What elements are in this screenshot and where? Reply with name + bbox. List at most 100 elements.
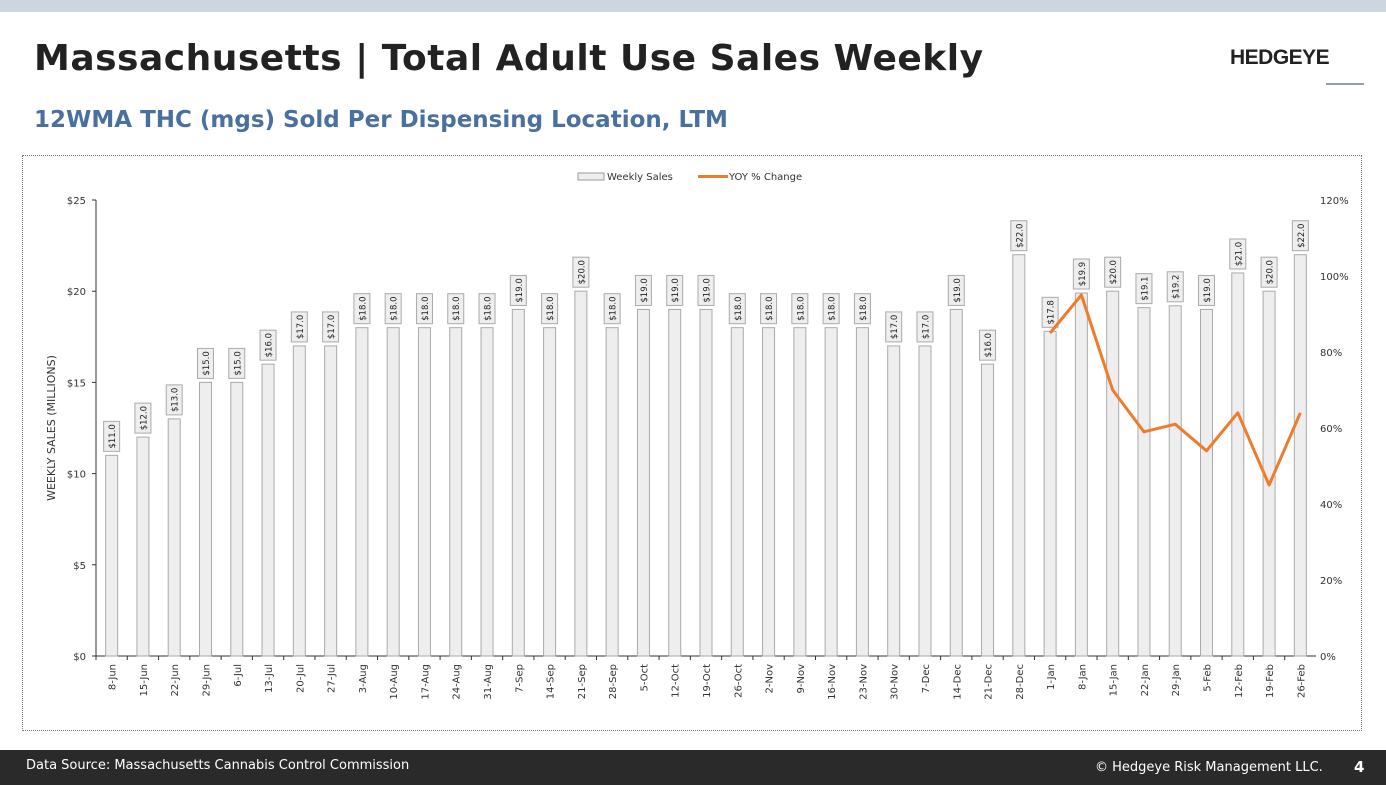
data-label-box — [1260, 256, 1278, 288]
x-tick-label: 8-Jan — [1077, 664, 1088, 690]
data-label: $20.0 — [1266, 260, 1276, 284]
x-tick-label: 28-Sep — [608, 664, 619, 699]
data-label: $19.0 — [703, 278, 713, 302]
data-label-box — [290, 311, 308, 343]
bar — [605, 327, 619, 657]
data-label: $19.1 — [1140, 276, 1150, 300]
page-number: 4 — [1354, 758, 1365, 776]
data-label: $18.0 — [546, 297, 556, 321]
x-tick-label: 29-Jun — [201, 664, 212, 697]
data-label: $19.0 — [1203, 278, 1213, 302]
data-label: $17.8 — [1047, 300, 1057, 324]
data-label-box — [134, 402, 152, 434]
data-label-box — [1041, 296, 1059, 328]
data-label-box — [603, 293, 621, 325]
x-tick-label: 15-Jan — [1109, 664, 1120, 696]
bar — [167, 418, 181, 657]
data-label: $18.0 — [358, 297, 368, 321]
data-label-box — [478, 293, 496, 325]
bar — [887, 345, 901, 657]
data-label: $15.0 — [233, 351, 243, 375]
x-tick-label: 31-Aug — [483, 664, 494, 700]
footer: Data Source: Massachusetts Cannabis Cont… — [0, 750, 1386, 785]
x-tick-label: 22-Jan — [1140, 664, 1151, 696]
data-label: $20.0 — [577, 260, 587, 284]
page-title: Massachusetts | Total Adult Use Sales We… — [34, 38, 984, 79]
data-label-box — [384, 293, 402, 325]
data-label: $21.0 — [1234, 242, 1244, 266]
data-label-box — [447, 293, 465, 325]
x-tick-label: 23-Nov — [858, 664, 869, 700]
x-tick-label: 12-Oct — [671, 664, 682, 698]
bar — [417, 327, 431, 657]
bar — [449, 327, 463, 657]
data-label: $18.0 — [390, 297, 400, 321]
y2-tick-label: 0% — [1320, 652, 1336, 663]
x-tick-label: 12-Feb — [1234, 664, 1245, 698]
data-label: $18.0 — [452, 297, 462, 321]
data-label: $19.0 — [515, 278, 525, 302]
bar — [574, 290, 588, 657]
data-label: $19.0 — [953, 278, 963, 302]
data-label: $17.0 — [327, 315, 337, 339]
hedgeye-logo: HEDGEYE — [1230, 46, 1330, 69]
bar — [918, 345, 932, 657]
y-tick-label: $5 — [73, 561, 86, 572]
data-label: $17.0 — [890, 315, 900, 339]
x-tick-label: 3-Aug — [358, 664, 369, 693]
bar — [543, 327, 557, 657]
top-strip — [0, 0, 1386, 12]
x-tick-label: 26-Feb — [1296, 664, 1307, 698]
bar — [324, 345, 338, 657]
x-tick-label: 7-Sep — [514, 664, 525, 693]
legend-label-weekly-sales: Weekly Sales — [607, 172, 673, 183]
x-tick-label: 29-Jan — [1171, 664, 1182, 696]
x-tick-label: 26-Oct — [733, 664, 744, 698]
data-label: $19.0 — [640, 278, 650, 302]
data-label: $15.0 — [202, 351, 212, 375]
bar — [136, 436, 150, 657]
data-label: $18.0 — [859, 297, 869, 321]
data-label-box — [103, 420, 121, 452]
data-label: $11.0 — [108, 424, 118, 448]
data-label-box — [760, 293, 778, 325]
y-tick-label: $20 — [67, 287, 86, 298]
bar — [1231, 272, 1245, 657]
x-tick-label: 14-Dec — [952, 664, 963, 700]
data-label: $18.0 — [765, 297, 775, 321]
x-tick-label: 17-Aug — [420, 664, 431, 700]
data-label-box — [885, 311, 903, 343]
y2-tick-label: 20% — [1320, 576, 1342, 587]
bar — [1074, 292, 1088, 657]
logo-underline — [1326, 83, 1364, 85]
data-label-box — [1135, 273, 1153, 305]
y-tick-label: $0 — [73, 652, 86, 663]
data-label: $19.0 — [671, 278, 681, 302]
data-label-box — [947, 274, 965, 306]
y2-tick-label: 60% — [1320, 424, 1342, 435]
data-label-box — [541, 293, 559, 325]
data-label-box — [165, 384, 183, 416]
bar — [480, 327, 494, 657]
data-label: $18.0 — [828, 297, 838, 321]
bar — [386, 327, 400, 657]
chart-subtitle: 12WMA THC (mgs) Sold Per Dispensing Loca… — [34, 107, 728, 133]
legend-swatch-weekly-sales — [577, 172, 605, 181]
bar — [793, 327, 807, 657]
bar — [198, 381, 212, 657]
data-label-box — [196, 347, 214, 379]
data-label-box — [822, 293, 840, 325]
x-tick-label: 13-Jul — [264, 664, 275, 693]
y2-tick-label: 80% — [1320, 348, 1342, 359]
bar — [1168, 305, 1182, 657]
x-tick-label: 10-Aug — [389, 664, 400, 700]
bar — [292, 345, 306, 657]
data-label: $18.0 — [484, 297, 494, 321]
data-label-box — [1166, 271, 1184, 303]
data-label-box — [322, 311, 340, 343]
x-tick-label: 21-Sep — [577, 664, 588, 699]
bar — [730, 327, 744, 657]
copyright: © Hedgeye Risk Management LLC. — [1095, 760, 1323, 775]
bar — [699, 308, 713, 657]
data-label-box — [916, 311, 934, 343]
